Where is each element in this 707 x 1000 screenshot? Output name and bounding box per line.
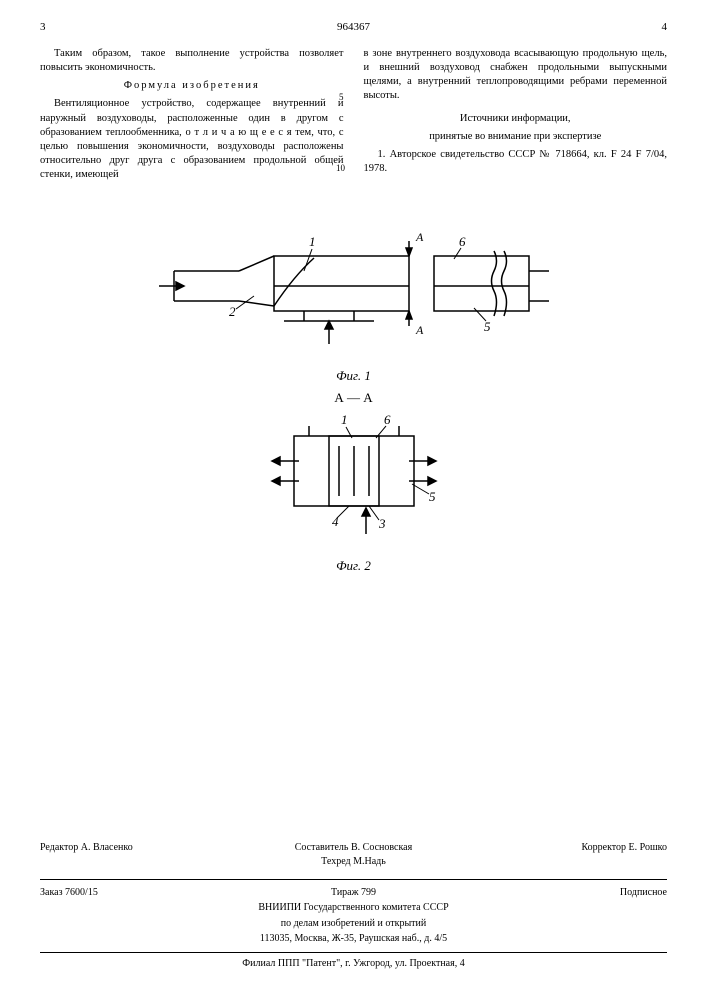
callout-6: 6 [459,234,466,249]
callout-5: 5 [484,319,491,334]
filial: Филиал ППП "Патент", г. Ужгород, ул. Про… [40,957,667,971]
callout-5b: 5 [429,489,436,504]
section-A-top: А [415,230,424,244]
imprint-address: 113035, Москва, Ж-35, Раушская наб., д. … [40,932,667,946]
para-conclusion: Таким образом, такое выполнение устройст… [40,47,344,75]
section-label: А — А [40,389,667,407]
line-marker-5: 5 [339,91,344,103]
compiler: Составитель В. Сосновская [295,842,412,853]
callout-6b: 6 [384,412,391,427]
sources-title: Источники информации, [364,112,668,126]
callout-3b: 3 [378,516,386,531]
page-num-right: 4 [627,20,667,35]
tirazh: Тираж 799 [40,886,667,900]
left-column: Таким образом, такое выполнение устройст… [40,47,344,187]
callout-4b: 4 [332,514,339,529]
section-A-bot: А [415,323,424,337]
callout-1: 1 [309,234,316,249]
callout-1b: 1 [341,412,348,427]
figures-block: 1 2 5 6 А А Фиг. 1 А — А [40,216,667,574]
org2: по делам изобретений и открытий [40,917,667,931]
page-num-left: 3 [40,20,80,35]
figure-2: 1 6 5 4 3 [254,406,454,546]
doc-number: 964367 [80,20,627,35]
source-1: 1. Авторское свидетельство СССР № 718664… [364,148,668,176]
formula-title: Формула изобретения [40,79,344,93]
imprint-block: Редактор А. Власенко Составитель В. Сосн… [40,841,667,970]
fig2-label: Фиг. 2 [40,557,667,575]
claim-continuation: в зоне внутреннего воздуховода всасывающ… [364,47,668,104]
org1: ВНИИПИ Государственного комитета СССР [40,901,667,915]
callout-2: 2 [229,304,236,319]
tech: Техред М.Надь [321,856,386,867]
line-marker-10: 10 [336,162,345,174]
fig1-label: Фиг. 1 [40,367,667,385]
right-column: в зоне внутреннего воздуховода всасывающ… [364,47,668,187]
claim-text: Вентиляционное устройство, содержащее вн… [40,97,344,182]
sources-sub: принятые во внимание при экспертизе [364,130,668,144]
figure-1: 1 2 5 6 А А [154,216,554,356]
